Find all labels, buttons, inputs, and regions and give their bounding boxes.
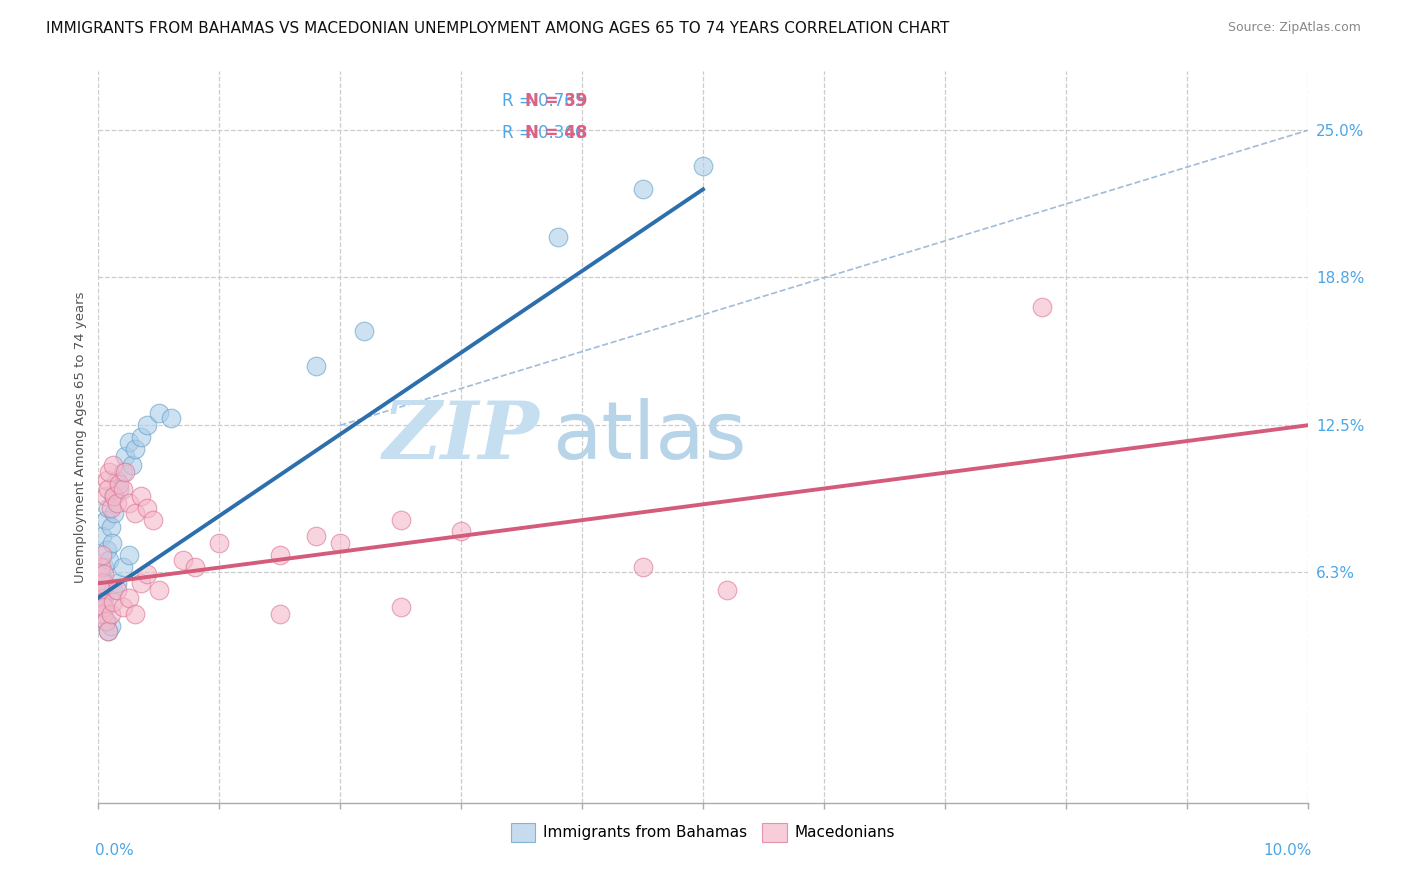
Point	[111, 599, 134, 614]
Point	[269, 548, 291, 562]
Point	[96, 543, 118, 558]
Point	[124, 607, 146, 621]
Point	[305, 529, 328, 543]
Point	[90, 583, 112, 598]
Text: Source: ZipAtlas.com: Source: ZipAtlas.com	[1227, 21, 1361, 34]
Point	[101, 583, 124, 598]
Point	[172, 553, 194, 567]
Point	[93, 559, 115, 574]
Point	[135, 500, 157, 515]
Point	[101, 595, 124, 609]
Text: N = 39: N = 39	[526, 92, 588, 110]
Point	[105, 473, 128, 487]
Point	[98, 466, 121, 480]
Point	[114, 466, 136, 480]
Point	[148, 407, 170, 421]
Point	[97, 482, 120, 496]
Point	[111, 559, 134, 574]
Point	[389, 513, 412, 527]
Point	[305, 359, 328, 374]
Point	[94, 614, 117, 628]
Point	[142, 513, 165, 527]
Point	[91, 607, 114, 621]
Text: N = 48: N = 48	[526, 124, 588, 142]
Point	[97, 500, 120, 515]
Point	[105, 496, 128, 510]
Point	[91, 576, 114, 591]
Point	[91, 529, 114, 543]
Text: 10.0%: 10.0%	[1263, 843, 1312, 858]
Point	[353, 324, 375, 338]
Point	[101, 489, 124, 503]
Text: ZIP: ZIP	[382, 399, 540, 475]
Point	[716, 583, 738, 598]
Point	[94, 614, 117, 628]
Point	[118, 496, 141, 510]
Point	[93, 599, 115, 614]
Point	[93, 566, 115, 581]
Point	[97, 624, 120, 638]
Point	[547, 229, 569, 244]
Text: R = 0.366: R = 0.366	[502, 124, 585, 142]
Point	[148, 583, 170, 598]
Point	[105, 583, 128, 598]
Point	[90, 566, 112, 581]
Point	[94, 489, 117, 503]
Point	[118, 591, 141, 605]
Point	[94, 513, 117, 527]
Point	[329, 536, 352, 550]
Point	[91, 607, 114, 621]
Point	[269, 607, 291, 621]
Point	[100, 607, 122, 621]
Point	[124, 506, 146, 520]
Point	[692, 159, 714, 173]
Point	[103, 506, 125, 520]
Point	[105, 576, 128, 591]
Text: atlas: atlas	[551, 398, 747, 476]
Point	[121, 458, 143, 473]
Point	[90, 559, 112, 574]
Y-axis label: Unemployment Among Ages 65 to 74 years: Unemployment Among Ages 65 to 74 years	[75, 292, 87, 582]
Point	[160, 411, 183, 425]
Point	[90, 595, 112, 609]
Point	[124, 442, 146, 456]
Point	[450, 524, 472, 539]
Legend: Immigrants from Bahamas, Macedonians: Immigrants from Bahamas, Macedonians	[505, 817, 901, 847]
Point	[129, 576, 152, 591]
Point	[631, 182, 654, 196]
Point	[100, 536, 122, 550]
Point	[111, 482, 134, 496]
Point	[129, 430, 152, 444]
Point	[1031, 301, 1053, 315]
Point	[108, 477, 131, 491]
Point	[100, 520, 122, 534]
Point	[118, 548, 141, 562]
Point	[631, 559, 654, 574]
Point	[98, 553, 121, 567]
Point	[184, 559, 207, 574]
Point	[114, 449, 136, 463]
Point	[100, 500, 122, 515]
Point	[135, 418, 157, 433]
Point	[91, 574, 114, 588]
Point	[103, 489, 125, 503]
Point	[97, 624, 120, 638]
Point	[101, 458, 124, 473]
Point	[96, 473, 118, 487]
Point	[91, 548, 114, 562]
Point	[129, 489, 152, 503]
Point	[100, 619, 122, 633]
Text: 0.0%: 0.0%	[94, 843, 134, 858]
Point	[389, 599, 412, 614]
Point	[111, 466, 134, 480]
Text: R = 0.765: R = 0.765	[502, 92, 585, 110]
Text: IMMIGRANTS FROM BAHAMAS VS MACEDONIAN UNEMPLOYMENT AMONG AGES 65 TO 74 YEARS COR: IMMIGRANTS FROM BAHAMAS VS MACEDONIAN UN…	[46, 21, 950, 36]
Point	[91, 595, 114, 609]
Point	[108, 482, 131, 496]
Point	[91, 599, 114, 614]
Point	[135, 566, 157, 581]
Point	[118, 434, 141, 449]
Point	[208, 536, 231, 550]
Point	[93, 591, 115, 605]
